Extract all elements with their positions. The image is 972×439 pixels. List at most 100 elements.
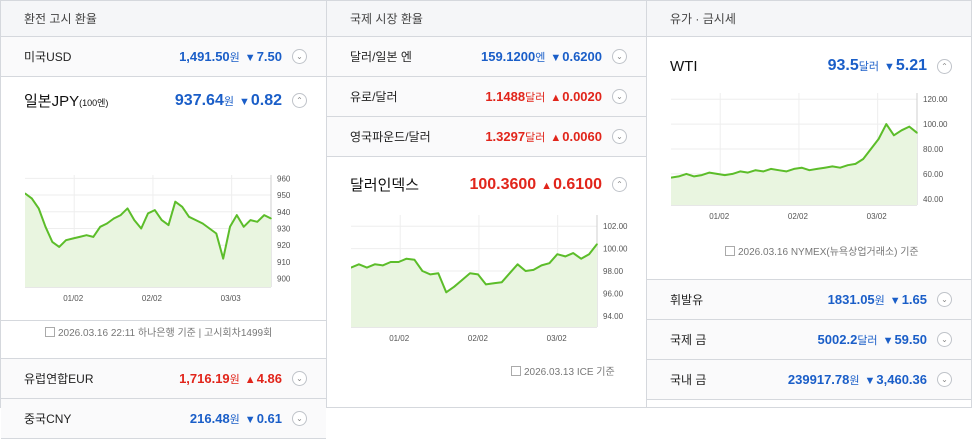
data-point bbox=[908, 125, 911, 128]
fx-row-usd[interactable]: 미국USD 1,491.50원 ▼7.50 ⌄ bbox=[1, 37, 326, 77]
x-tick-label: 01/02 bbox=[63, 294, 84, 303]
data-point bbox=[351, 266, 352, 269]
currency-change: ▲0.0060 bbox=[550, 129, 602, 144]
data-point bbox=[249, 219, 252, 221]
data-point bbox=[540, 264, 543, 267]
data-point bbox=[374, 263, 376, 266]
intl-row-jpy[interactable]: 달러/일본 엔 159.1200엔 ▼0.6200 ⌄ bbox=[327, 37, 646, 77]
document-icon bbox=[511, 366, 521, 376]
data-point bbox=[263, 214, 265, 216]
area-fill bbox=[671, 124, 917, 205]
fx-column: 환전 고시 환율 미국USD 1,491.50원 ▼7.50 ⌄ 일본JPY(1… bbox=[1, 1, 326, 439]
x-tick-label: 01/02 bbox=[709, 212, 730, 221]
y-tick-label: 920 bbox=[277, 241, 291, 250]
data-point bbox=[366, 266, 368, 269]
data-point bbox=[215, 232, 218, 235]
oil-row-dom-gold[interactable]: 국내 금 239917.78원 ▼3,460.36 ⌄ bbox=[647, 360, 971, 400]
data-point bbox=[847, 164, 849, 166]
currency-price: 1,716.19원 bbox=[179, 370, 240, 386]
y-tick-label: 900 bbox=[277, 275, 291, 284]
commodity-name: 휘발유 bbox=[670, 293, 704, 307]
data-point bbox=[777, 169, 780, 171]
data-point bbox=[270, 217, 272, 220]
commodity-name: 국제 금 bbox=[670, 333, 707, 347]
commodity-price: 1831.05원 bbox=[827, 291, 885, 307]
currency-change: ▲0.6100 bbox=[541, 175, 602, 193]
data-point bbox=[78, 236, 81, 238]
data-point bbox=[469, 272, 471, 275]
data-point bbox=[381, 264, 384, 267]
commodity-price: 5002.2달러 bbox=[817, 331, 878, 347]
data-point bbox=[693, 175, 695, 178]
fx-jpy-expanded: 일본JPY(100엔) 937.64원 ▼0.82 ⌃ 960 950 940 930… bbox=[1, 77, 326, 339]
oil-row-gasoline[interactable]: 휘발유 1831.05원 ▼1.65 ⌄ bbox=[647, 280, 971, 320]
currency-change: ▲0.0020 bbox=[550, 89, 602, 104]
data-point bbox=[893, 134, 895, 137]
data-point bbox=[181, 205, 183, 208]
chevron-down-icon[interactable]: ⌄ bbox=[612, 129, 627, 144]
x-tick-label: 01/02 bbox=[389, 334, 410, 343]
data-point bbox=[119, 214, 122, 216]
wti-expanded: WTI 93.5달러 ▼5.21 ⌃ 120.00 100.00 80.00 60.0… bbox=[647, 37, 971, 280]
x-tick-label: 03/03 bbox=[221, 294, 242, 303]
chevron-down-icon[interactable]: ⌄ bbox=[612, 89, 627, 104]
intl-row-eur[interactable]: 유로/달러 1.1488달러 ▲0.0020 ⌄ bbox=[327, 77, 646, 117]
currency-price: 1,491.50원 bbox=[179, 48, 240, 64]
x-tick-label: 02/02 bbox=[468, 334, 489, 343]
chevron-down-icon[interactable]: ⌄ bbox=[292, 49, 307, 64]
chevron-up-icon[interactable]: ⌃ bbox=[292, 93, 307, 108]
data-point bbox=[785, 170, 788, 173]
data-point bbox=[126, 207, 129, 210]
data-point bbox=[99, 226, 101, 228]
y-tick-label: 80.00 bbox=[923, 145, 944, 154]
data-point bbox=[700, 174, 703, 176]
oil-row-intl-gold[interactable]: 국제 금 5002.2달러 ▼59.50 ⌄ bbox=[647, 320, 971, 360]
data-point bbox=[445, 291, 448, 294]
fx-source: 2026.03.16 22:11 하나은행 기준 | 고시회차1499회 bbox=[45, 324, 272, 339]
oil-section-title: 유가 · 금시세 bbox=[647, 1, 971, 37]
chevron-down-icon[interactable]: ⌄ bbox=[612, 49, 627, 64]
fx-row-eur[interactable]: 유럽연합EUR 1,716.19원 ▲4.86 ⌄ bbox=[1, 359, 326, 399]
chevron-down-icon[interactable]: ⌄ bbox=[292, 371, 307, 386]
data-point bbox=[800, 166, 803, 169]
data-point bbox=[85, 234, 88, 236]
y-tick-label: 100.00 bbox=[923, 120, 948, 129]
currency-price: 100.3600 bbox=[469, 175, 537, 193]
data-point bbox=[508, 272, 511, 275]
area-fill bbox=[25, 193, 271, 287]
chevron-up-icon[interactable]: ⌃ bbox=[937, 58, 952, 74]
chevron-down-icon[interactable]: ⌄ bbox=[292, 411, 307, 426]
data-point bbox=[201, 222, 204, 225]
data-point bbox=[154, 209, 156, 211]
data-point bbox=[556, 253, 559, 255]
data-point bbox=[532, 269, 535, 271]
currency-name: 중국CNY bbox=[24, 412, 72, 426]
y-tick-label: 40.00 bbox=[923, 195, 944, 204]
data-point bbox=[58, 246, 60, 248]
data-point bbox=[862, 158, 864, 160]
chevron-down-icon[interactable]: ⌄ bbox=[937, 292, 952, 307]
data-point bbox=[461, 279, 463, 281]
chevron-down-icon[interactable]: ⌄ bbox=[937, 332, 952, 347]
data-point bbox=[500, 281, 503, 283]
intl-row-gbp[interactable]: 영국파운드/달러 1.3297달러 ▲0.0060 ⌄ bbox=[327, 117, 646, 157]
data-point bbox=[44, 226, 47, 228]
data-point bbox=[870, 148, 872, 150]
chevron-up-icon[interactable]: ⌃ bbox=[612, 177, 627, 192]
data-point bbox=[724, 174, 726, 176]
y-tick-label: 120.00 bbox=[923, 95, 948, 104]
y-tick-label: 98.00 bbox=[603, 267, 624, 276]
fx-row-cny[interactable]: 중국CNY 216.48원 ▼0.61 ⌄ bbox=[1, 399, 326, 439]
data-point bbox=[739, 170, 741, 173]
y-tick-label: 94.00 bbox=[603, 312, 624, 321]
y-tick-label: 100.00 bbox=[603, 245, 628, 254]
currency-change: ▼0.61 bbox=[244, 411, 282, 426]
data-point bbox=[677, 175, 680, 178]
data-point bbox=[113, 217, 115, 220]
currency-change: ▼0.6200 bbox=[550, 49, 602, 64]
data-point bbox=[25, 192, 26, 195]
document-icon bbox=[45, 327, 55, 337]
intl-source: 2026.03.13 ICE 기준 bbox=[511, 363, 615, 378]
chevron-down-icon[interactable]: ⌄ bbox=[937, 372, 952, 387]
data-point bbox=[493, 282, 495, 285]
